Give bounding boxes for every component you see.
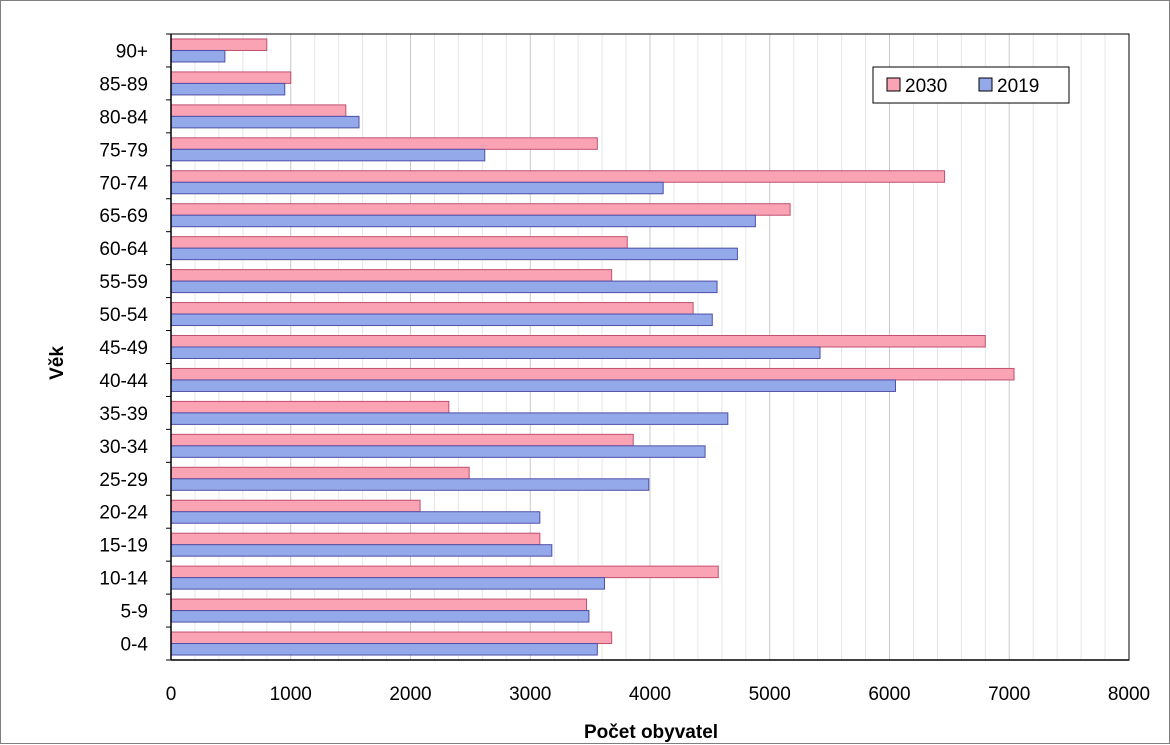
bar-2030-25-29 — [170, 466, 470, 480]
bar-2030-65-69 — [170, 203, 791, 216]
legend: 2030 2019 — [872, 66, 1070, 104]
y-tick-label-20-24: 20-24 — [99, 503, 148, 524]
x-tick-label-5000: 5000 — [749, 684, 791, 705]
y-tick-label-90+: 90+ — [116, 41, 148, 62]
x-tick-label-3000: 3000 — [509, 684, 551, 705]
legend-box — [872, 66, 1070, 104]
y-tick-label-25-29: 25-29 — [99, 470, 148, 491]
bar-2030-35-39 — [170, 400, 450, 414]
legend-swatch-2019 — [978, 77, 993, 92]
bar-2019-90+ — [170, 49, 226, 63]
bar-2030-85-89 — [170, 71, 292, 84]
bar-2019-50-54 — [170, 313, 713, 327]
bar-2019-75-79 — [170, 148, 486, 162]
bar-2019-10-14 — [170, 577, 605, 590]
bar-2030-60-64 — [170, 236, 628, 249]
bar-2019-70-74 — [170, 181, 664, 195]
bar-2030-30-34 — [170, 433, 634, 447]
bar-2030-90+ — [170, 38, 268, 51]
bar-2019-80-84 — [170, 115, 360, 129]
y-tick-label-80-84: 80-84 — [99, 107, 148, 128]
bar-2019-35-39 — [170, 412, 729, 425]
y-tick-label-0-4: 0-4 — [121, 635, 149, 656]
x-tick-label-0: 0 — [166, 684, 177, 705]
bar-2030-70-74 — [170, 170, 946, 183]
y-tick-label-15-19: 15-19 — [99, 536, 148, 557]
bar-2030-55-59 — [170, 269, 613, 282]
tick-labels: 0-4 5-9 10-14 15-19 20-24 25-29 30-34 35-39 40-4… — [99, 41, 1150, 705]
y-tick-label-5-9: 5-9 — [121, 602, 148, 623]
bar-2019-25-29 — [170, 478, 650, 491]
x-tick-label-1000: 1000 — [270, 684, 312, 705]
y-tick-label-60-64: 60-64 — [99, 239, 148, 260]
bar-2019-55-59 — [170, 280, 718, 294]
bar-2019-40-44 — [170, 379, 896, 392]
y-tick-label-65-69: 65-69 — [99, 206, 148, 227]
x-tick-label-7000: 7000 — [988, 684, 1030, 705]
y-tick-label-75-79: 75-79 — [99, 140, 148, 161]
x-tick-label-2000: 2000 — [389, 684, 431, 705]
y-tick-label-55-59: 55-59 — [99, 272, 148, 293]
y-tick-label-10-14: 10-14 — [99, 569, 148, 590]
bar-2030-5-9 — [170, 598, 588, 612]
legend-swatch-2030 — [886, 77, 901, 92]
bar-2019-60-64 — [170, 247, 738, 261]
bar-2030-75-79 — [170, 137, 598, 150]
bar-2030-45-49 — [170, 335, 986, 348]
x-tick-label-6000: 6000 — [868, 684, 910, 705]
y-tick-label-30-34: 30-34 — [99, 437, 148, 458]
y-tick-label-85-89: 85-89 — [99, 74, 148, 95]
bar-2030-40-44 — [170, 367, 1015, 381]
bar-2030-10-14 — [170, 565, 719, 579]
bar-2019-0-4 — [170, 643, 598, 656]
bar-series — [170, 38, 1015, 656]
bar-2030-50-54 — [170, 302, 694, 315]
y-tick-label-70-74: 70-74 — [99, 173, 148, 194]
bar-2019-5-9 — [170, 610, 590, 623]
bar-2019-45-49 — [170, 346, 821, 359]
bar-2030-15-19 — [170, 532, 541, 546]
bar-2019-65-69 — [170, 214, 756, 228]
bar-2019-15-19 — [170, 544, 553, 557]
bar-2030-0-4 — [170, 631, 613, 645]
bar-2019-30-34 — [170, 445, 706, 458]
y-tick-label-35-39: 35-39 — [99, 404, 148, 425]
y-axis-title: Věk — [47, 346, 68, 380]
legend-label-2019: 2019 — [997, 76, 1039, 97]
x-tick-label-8000: 8000 — [1108, 684, 1150, 705]
x-axis-title: Počet obyvatel — [584, 722, 718, 743]
bar-2030-20-24 — [170, 499, 421, 513]
bar-2019-20-24 — [170, 511, 541, 524]
axes — [166, 33, 1130, 661]
x-tick-label-4000: 4000 — [629, 684, 671, 705]
legend-label-2030: 2030 — [905, 76, 947, 97]
y-tick-label-45-49: 45-49 — [99, 338, 148, 359]
y-tick-label-50-54: 50-54 — [99, 305, 148, 326]
y-tick-label-40-44: 40-44 — [99, 371, 148, 392]
bar-2030-80-84 — [170, 104, 347, 117]
bar-2019-85-89 — [170, 82, 286, 96]
